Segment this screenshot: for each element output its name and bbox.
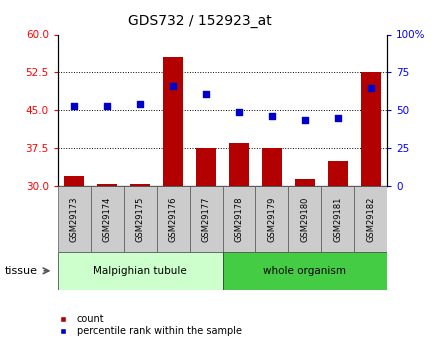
Text: GSM29181: GSM29181: [333, 196, 342, 242]
Point: [104, 103, 111, 109]
Text: whole organism: whole organism: [263, 266, 346, 276]
Point: [202, 91, 210, 97]
Text: GSM29182: GSM29182: [366, 196, 375, 242]
Point: [170, 83, 177, 89]
Text: GSM29173: GSM29173: [70, 196, 79, 242]
Bar: [91, 186, 124, 252]
Bar: [157, 186, 190, 252]
Bar: [163, 57, 183, 186]
Point: [334, 115, 341, 121]
Bar: [124, 186, 157, 252]
Bar: [295, 179, 315, 186]
Bar: [328, 161, 348, 186]
Bar: [361, 72, 380, 186]
Legend: count, percentile rank within the sample: count, percentile rank within the sample: [49, 310, 246, 340]
Text: tissue: tissue: [4, 266, 37, 276]
Text: GSM29175: GSM29175: [136, 196, 145, 242]
Bar: [262, 148, 282, 186]
Point: [268, 114, 275, 119]
Text: GSM29178: GSM29178: [235, 196, 243, 242]
Bar: [65, 176, 84, 186]
Point: [71, 103, 78, 109]
Text: GSM29177: GSM29177: [202, 196, 210, 242]
Bar: [58, 252, 222, 290]
Bar: [255, 186, 288, 252]
Bar: [196, 148, 216, 186]
Bar: [130, 184, 150, 186]
Text: GSM29174: GSM29174: [103, 196, 112, 242]
Point: [137, 101, 144, 107]
Text: GDS732 / 152923_at: GDS732 / 152923_at: [128, 14, 272, 28]
Bar: [222, 252, 387, 290]
Point: [235, 109, 243, 115]
Bar: [97, 184, 117, 186]
Bar: [321, 186, 354, 252]
Text: Malpighian tubule: Malpighian tubule: [93, 266, 187, 276]
Bar: [354, 186, 387, 252]
Bar: [288, 186, 321, 252]
Text: GSM29176: GSM29176: [169, 196, 178, 242]
Text: GSM29179: GSM29179: [267, 196, 276, 242]
Point: [301, 117, 308, 122]
Text: GSM29180: GSM29180: [300, 196, 309, 242]
Bar: [229, 143, 249, 186]
Bar: [58, 186, 91, 252]
Point: [367, 85, 374, 90]
Bar: [222, 186, 255, 252]
Bar: [190, 186, 222, 252]
